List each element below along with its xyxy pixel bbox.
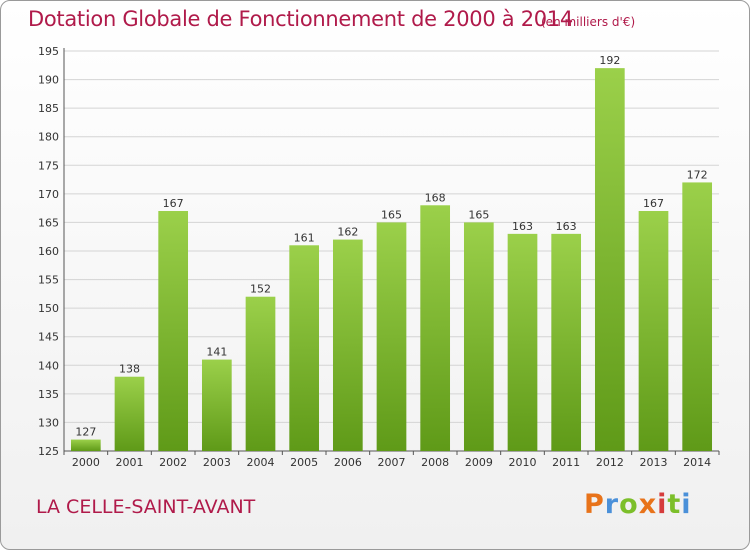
bar [114, 376, 145, 451]
bar [463, 222, 494, 451]
bar-value-label: 138 [119, 363, 140, 376]
y-tick-label: 170 [38, 188, 59, 201]
bar-value-label: 167 [163, 197, 184, 210]
bar [332, 239, 363, 451]
bar [201, 359, 232, 451]
x-tick-label: 2002 [159, 456, 187, 469]
logo-letter: t [667, 489, 682, 520]
y-tick-label: 195 [38, 45, 59, 58]
y-tick-label: 165 [38, 216, 59, 229]
x-tick-label: 2000 [72, 456, 100, 469]
y-tick-label: 190 [38, 74, 59, 87]
logo-letter: x [638, 489, 658, 520]
y-tick-label: 175 [38, 159, 59, 172]
bar [551, 233, 582, 451]
y-tick-label: 140 [38, 359, 59, 372]
y-tick-label: 160 [38, 245, 59, 258]
bar-value-label: 127 [75, 426, 96, 439]
logo-letter: P [584, 489, 605, 520]
logo-letter: o [619, 489, 639, 520]
y-tick-label: 125 [38, 445, 59, 458]
chart-title: Dotation Globale de Fonctionnement de 20… [28, 7, 573, 31]
x-tick-label: 2011 [552, 456, 580, 469]
bar [245, 296, 276, 451]
bar-value-label: 165 [381, 208, 402, 221]
y-tick-label: 150 [38, 302, 59, 315]
y-tick-label: 135 [38, 388, 59, 401]
x-tick-label: 2005 [290, 456, 318, 469]
x-tick-label: 2003 [203, 456, 231, 469]
logo-letter: r [604, 489, 620, 520]
x-tick-label: 2004 [247, 456, 275, 469]
proxiti-logo: Proxiti [584, 489, 692, 520]
bar [376, 222, 407, 451]
x-tick-label: 2014 [683, 456, 711, 469]
bar-value-label: 167 [643, 197, 664, 210]
bar-value-label: 168 [425, 191, 446, 204]
bar-value-label: 192 [599, 54, 620, 67]
y-tick-label: 145 [38, 331, 59, 344]
bar [70, 439, 101, 451]
bar [682, 182, 713, 451]
logo-letter: i [681, 489, 692, 520]
bar-value-label: 163 [556, 220, 577, 233]
bar-value-label: 165 [468, 208, 489, 221]
commune-name: LA CELLE-SAINT-AVANT [36, 496, 256, 518]
bar-value-label: 141 [206, 346, 227, 359]
y-tick-label: 130 [38, 416, 59, 429]
bar-value-label: 161 [294, 231, 315, 244]
x-tick-label: 2007 [378, 456, 406, 469]
bar [507, 233, 538, 451]
bar-value-label: 152 [250, 283, 271, 296]
bar-value-label: 162 [337, 226, 358, 239]
x-tick-label: 2013 [640, 456, 668, 469]
y-tick-label: 185 [38, 102, 59, 115]
x-tick-label: 2009 [465, 456, 493, 469]
bar-value-label: 172 [687, 168, 708, 181]
bar [420, 205, 451, 451]
chart-unit: (en milliers d'€) [541, 15, 636, 29]
x-tick-label: 2012 [596, 456, 624, 469]
y-tick-label: 180 [38, 131, 59, 144]
x-tick-label: 2001 [116, 456, 144, 469]
bar [158, 211, 189, 451]
bar-value-label: 163 [512, 220, 533, 233]
y-tick-label: 155 [38, 274, 59, 287]
bar [289, 245, 320, 451]
bar [594, 68, 625, 452]
x-tick-label: 2010 [509, 456, 537, 469]
logo-letter: i [657, 489, 668, 520]
bar [638, 211, 669, 451]
x-tick-label: 2006 [334, 456, 362, 469]
x-tick-label: 2008 [421, 456, 449, 469]
